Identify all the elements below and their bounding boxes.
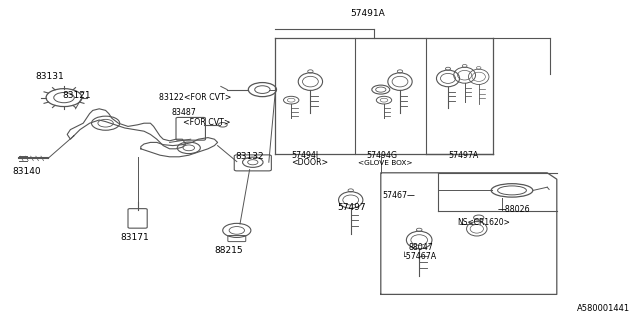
Text: <DOOR>: <DOOR> [291, 158, 328, 167]
Text: 57497A: 57497A [448, 151, 478, 160]
Text: <GLOVE BOX>: <GLOVE BOX> [358, 160, 413, 165]
Text: —88026: —88026 [498, 205, 531, 214]
Text: 83487: 83487 [172, 108, 196, 117]
Text: 57491A: 57491A [351, 9, 385, 18]
Text: 83171: 83171 [120, 233, 149, 242]
Text: A580001441: A580001441 [577, 304, 630, 313]
Text: NS<CR1620>: NS<CR1620> [458, 218, 511, 227]
Text: 83121: 83121 [63, 92, 92, 100]
Text: 57497: 57497 [337, 203, 366, 212]
Text: 83140: 83140 [13, 167, 42, 176]
Text: 83122<FOR CVT>: 83122<FOR CVT> [159, 93, 231, 102]
Text: 88047: 88047 [408, 243, 433, 252]
Text: <FOR CVT>: <FOR CVT> [178, 118, 230, 127]
Text: 88215: 88215 [214, 246, 243, 255]
Text: 57467—: 57467— [383, 191, 415, 200]
Text: 83131: 83131 [35, 72, 64, 81]
Text: └57467A: └57467A [402, 252, 437, 261]
Text: 83132: 83132 [236, 152, 264, 161]
Text: 57494I: 57494I [291, 151, 318, 160]
Text: 57494G: 57494G [366, 151, 397, 160]
